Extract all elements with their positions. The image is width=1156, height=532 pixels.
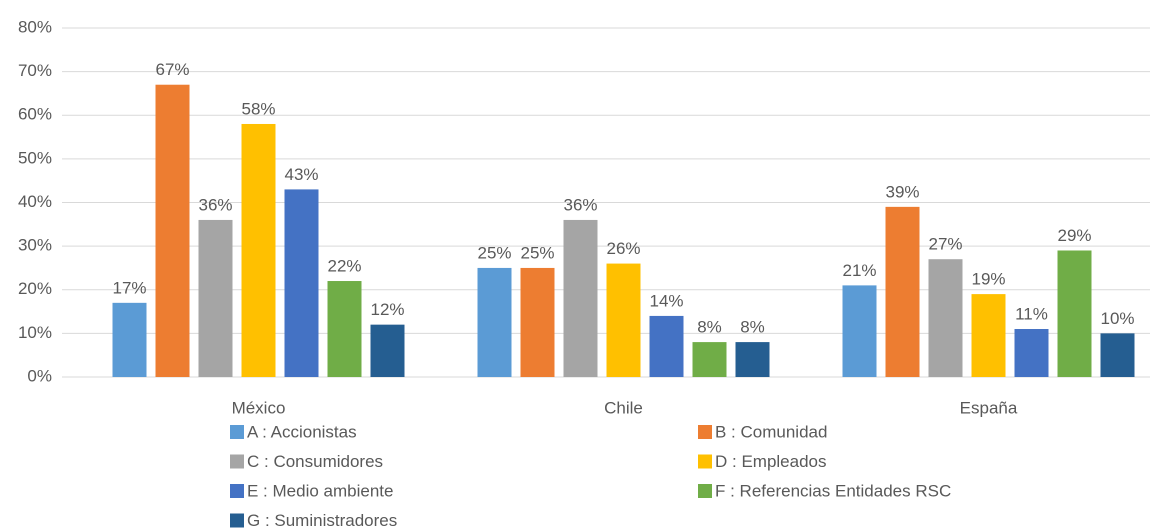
bar xyxy=(928,259,963,377)
data-label: 39% xyxy=(885,182,919,201)
data-label: 43% xyxy=(284,165,318,184)
bar xyxy=(241,123,276,377)
data-label: 36% xyxy=(563,195,597,214)
bar xyxy=(563,219,598,377)
legend-swatch xyxy=(230,513,244,528)
bar xyxy=(971,294,1006,377)
data-label: 19% xyxy=(971,270,1005,289)
y-tick-label: 10% xyxy=(18,323,52,342)
data-label: 25% xyxy=(520,243,554,262)
x-tick-label: Chile xyxy=(604,398,643,417)
bar xyxy=(606,263,641,377)
y-tick-label: 80% xyxy=(18,17,52,36)
legend-label: C : Consumidores xyxy=(247,452,383,471)
bar xyxy=(155,84,190,378)
bar xyxy=(477,267,512,377)
data-label: 10% xyxy=(1100,309,1134,328)
data-label: 26% xyxy=(606,239,640,258)
bar xyxy=(370,324,405,377)
legend-label: G : Suministradores xyxy=(247,511,397,530)
bar xyxy=(885,206,920,377)
legend-label: F : Referencias Entidades RSC xyxy=(715,481,951,500)
data-label: 29% xyxy=(1057,226,1091,245)
data-label: 36% xyxy=(198,195,232,214)
bar xyxy=(1100,333,1135,377)
legend-label: A : Accionistas xyxy=(247,422,357,441)
data-label: 11% xyxy=(1015,304,1048,323)
y-tick-label: 40% xyxy=(18,192,52,211)
legend-swatch xyxy=(698,454,712,469)
data-label: 27% xyxy=(928,235,962,254)
bar xyxy=(520,267,555,377)
legend-swatch xyxy=(698,484,712,498)
bar xyxy=(284,189,319,377)
legend-swatch xyxy=(698,425,712,439)
y-tick-label: 60% xyxy=(18,105,52,124)
data-label: 21% xyxy=(842,261,876,280)
legend-label: B : Comunidad xyxy=(715,422,827,441)
data-label: 8% xyxy=(740,318,765,337)
bar xyxy=(1057,250,1092,377)
legend-swatch xyxy=(230,454,244,469)
bar xyxy=(649,315,684,377)
data-label: 14% xyxy=(649,291,683,310)
legend-label: E : Medio ambiente xyxy=(247,481,393,500)
bar xyxy=(1014,329,1049,377)
y-tick-label: 0% xyxy=(27,366,52,385)
bar xyxy=(842,285,877,377)
bar xyxy=(735,342,770,377)
bar xyxy=(198,219,233,377)
data-label: 67% xyxy=(155,60,189,79)
y-tick-label: 20% xyxy=(18,279,52,298)
y-tick-label: 70% xyxy=(18,61,52,80)
data-label: 12% xyxy=(370,300,404,319)
bar xyxy=(692,342,727,377)
legend-swatch xyxy=(230,425,244,439)
data-label: 25% xyxy=(477,243,511,262)
y-tick-label: 30% xyxy=(18,236,52,255)
bar xyxy=(327,281,362,377)
bar xyxy=(112,302,147,377)
data-label: 22% xyxy=(327,257,361,276)
data-label: 8% xyxy=(697,318,722,337)
x-tick-label: México xyxy=(232,398,286,417)
legend-label: D : Empleados xyxy=(715,452,827,471)
data-label: 58% xyxy=(241,99,275,118)
x-tick-label: España xyxy=(960,398,1018,417)
data-label: 17% xyxy=(112,278,146,297)
legend-swatch xyxy=(230,484,244,498)
y-tick-label: 50% xyxy=(18,148,52,167)
